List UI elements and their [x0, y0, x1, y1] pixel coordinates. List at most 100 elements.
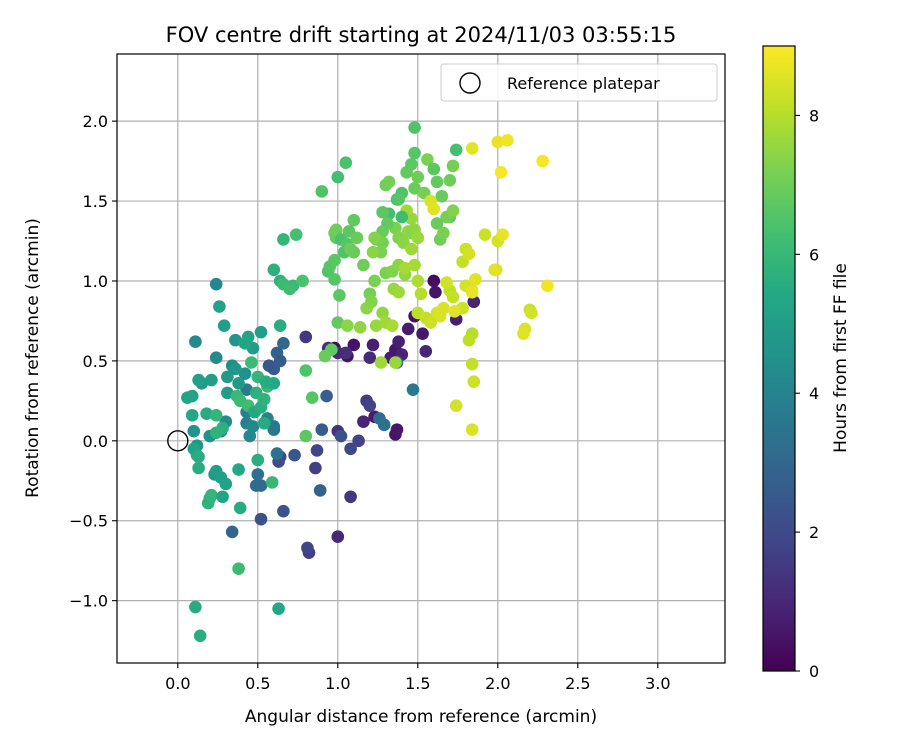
data-point	[385, 319, 399, 333]
data-point	[301, 541, 314, 555]
data-point	[229, 362, 242, 376]
colorbar-tick-label: 6	[809, 245, 819, 264]
data-point	[400, 165, 413, 179]
data-point	[217, 319, 231, 333]
data-point	[205, 373, 218, 387]
data-point	[205, 488, 218, 502]
data-point	[333, 289, 346, 302]
data-point	[262, 359, 276, 372]
data-point	[315, 185, 329, 198]
data-point	[363, 351, 377, 365]
data-point	[251, 453, 265, 467]
data-point	[344, 442, 357, 456]
data-point	[406, 383, 420, 396]
data-point	[411, 274, 425, 288]
data-point	[243, 429, 257, 443]
data-point	[467, 295, 481, 309]
data-point	[366, 245, 380, 259]
data-point	[395, 210, 409, 224]
data-point	[193, 629, 207, 643]
data-point	[344, 490, 357, 504]
data-point	[232, 376, 245, 390]
data-point	[209, 408, 223, 422]
data-point	[328, 253, 341, 267]
data-point	[427, 274, 441, 288]
data-point	[446, 290, 460, 304]
data-point	[299, 364, 313, 377]
data-point	[265, 476, 279, 489]
data-point	[368, 231, 381, 245]
data-point	[430, 175, 444, 189]
colorbar-ticks: 0 2 4 6 8	[795, 106, 819, 681]
data-point	[309, 461, 322, 475]
data-point	[277, 233, 290, 246]
data-point	[392, 285, 405, 299]
plot-frame	[116, 53, 726, 664]
data-point	[408, 258, 421, 272]
data-point	[408, 181, 421, 195]
x-tick-label: 1.0	[325, 674, 350, 693]
legend: Reference platepar	[440, 63, 718, 102]
colorbar-tick-label: 4	[809, 384, 819, 403]
data-point	[232, 562, 245, 575]
data-point	[216, 490, 229, 504]
data-point	[257, 392, 271, 406]
data-point	[347, 245, 361, 259]
data-point	[419, 345, 433, 358]
data-point	[494, 165, 508, 179]
data-point	[221, 370, 234, 384]
data-point	[430, 217, 444, 230]
data-point	[189, 600, 202, 614]
data-point	[462, 247, 476, 261]
colorbar-tick-label: 0	[809, 662, 819, 681]
data-point	[469, 273, 482, 286]
data-point	[347, 338, 361, 352]
data-point	[488, 263, 501, 277]
data-point	[329, 223, 343, 237]
data-point	[541, 279, 554, 293]
data-point	[357, 415, 370, 428]
data-point	[408, 146, 421, 160]
data-point	[233, 501, 247, 515]
data-point	[229, 333, 242, 347]
data-point	[437, 226, 450, 240]
legend-label: Reference platepar	[507, 74, 660, 93]
data-point	[427, 162, 441, 176]
data-point	[341, 319, 354, 333]
data-point	[462, 333, 476, 347]
data-point	[272, 602, 285, 615]
data-point	[277, 337, 290, 350]
data-point	[289, 228, 303, 241]
data-point	[465, 357, 479, 371]
data-point	[465, 285, 479, 299]
data-point	[331, 316, 345, 329]
colorbar-frame	[762, 45, 796, 672]
x-tick-label: 2.0	[485, 674, 510, 693]
data-point	[382, 175, 396, 189]
data-point	[189, 335, 202, 349]
x-tick-label: 0.5	[245, 674, 270, 693]
data-point	[427, 202, 441, 216]
data-point	[376, 306, 389, 320]
y-tick-label: 1.0	[83, 272, 108, 291]
data-point	[366, 338, 380, 352]
data-point	[277, 504, 290, 518]
data-point	[331, 530, 345, 544]
data-point	[401, 322, 415, 336]
y-tick-label: 1.5	[83, 192, 108, 211]
data-point	[299, 330, 313, 344]
data-point	[209, 351, 223, 365]
x-tick-label: 1.5	[405, 674, 430, 693]
colorbar-gradient	[763, 46, 795, 671]
data-point	[209, 277, 223, 291]
data-point	[411, 170, 425, 184]
data-point	[416, 327, 429, 341]
data-point	[254, 512, 268, 526]
data-point	[288, 448, 301, 462]
data-point	[310, 444, 324, 457]
data-point	[448, 305, 461, 318]
data-point	[331, 170, 345, 184]
data-point	[320, 389, 333, 403]
data-point	[437, 301, 450, 315]
data-point	[185, 408, 199, 422]
